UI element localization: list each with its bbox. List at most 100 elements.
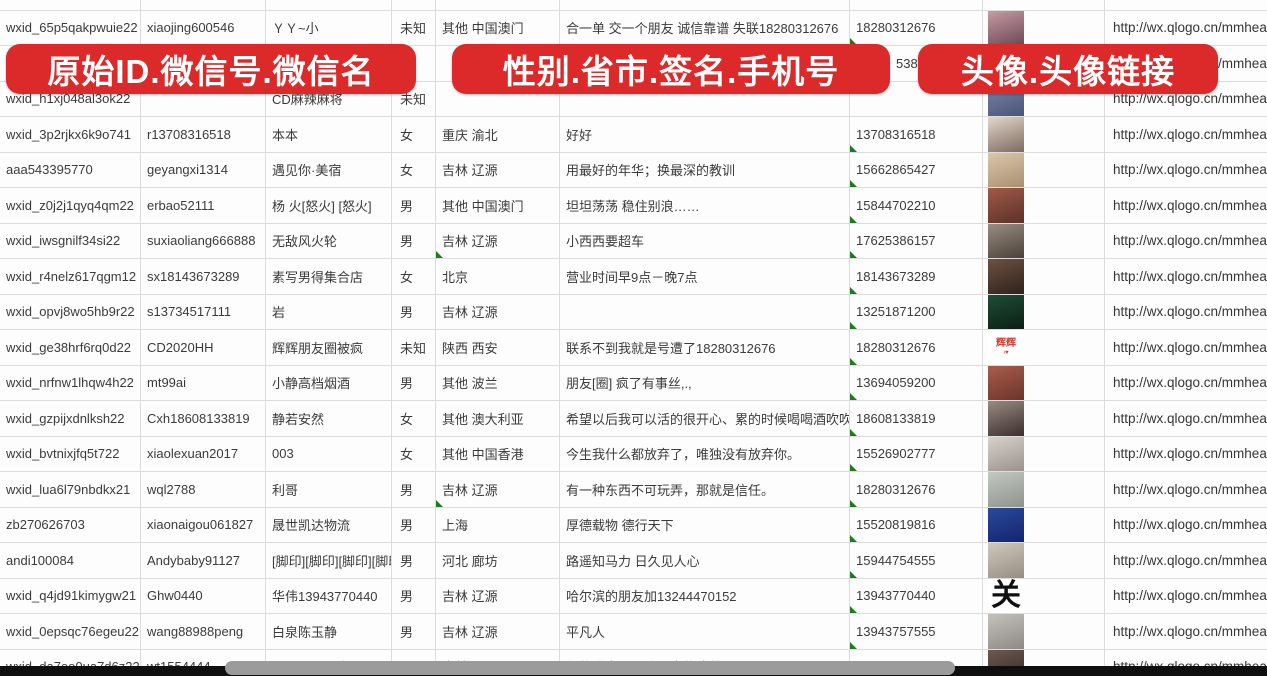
cell-signature[interactable] — [560, 294, 850, 329]
cell-avatar-url[interactable]: http://wx.qlogo.cn/mmhead — [1113, 623, 1267, 639]
cell-gender[interactable]: 男 — [392, 472, 436, 507]
cell-region[interactable]: 陕西 西安 — [436, 330, 560, 365]
cell-phone[interactable]: 13708316518 — [850, 117, 983, 152]
cell-wechat-name[interactable]: 杨 火[怒火] [怒火] — [266, 188, 392, 223]
cell-wechat-name[interactable]: 白泉陈玉静 — [266, 614, 392, 649]
cell-original-id[interactable]: aaa543395770 — [0, 152, 141, 187]
cell-signature[interactable]: 朋友[圈] 疯了有事丝,., — [560, 365, 850, 400]
cell-avatar-url[interactable]: http://wx.qlogo.cn/mmhead — [1113, 197, 1267, 213]
cell-gender[interactable]: 女 — [392, 259, 436, 294]
cell-signature[interactable] — [560, 81, 850, 116]
cell-wechat-number[interactable]: xiaojing600546 — [141, 10, 266, 45]
cell-wechat-number[interactable]: mt99ai — [141, 365, 266, 400]
cell-avatar[interactable] — [983, 472, 1105, 507]
cell-gender[interactable]: 未知 — [392, 10, 436, 45]
cell-phone[interactable]: 17625386157 — [850, 223, 983, 258]
cell-gender[interactable]: 男 — [392, 188, 436, 223]
cell-phone[interactable]: 18280312676 — [850, 10, 983, 45]
cell-avatar-url[interactable]: http://wx.qlogo.cn/mmhead — [1113, 375, 1267, 391]
cell-gender[interactable]: 男 — [392, 223, 436, 258]
cell-region[interactable]: 其他 中国香港 — [436, 436, 560, 471]
cell-signature[interactable]: 今生我什么都放弃了，唯独没有放弃你。 — [560, 436, 850, 471]
cell-original-id[interactable]: wxid_opvj8wo5hb9r22 — [0, 294, 141, 329]
cell-region[interactable]: 吉林 辽源 — [436, 578, 560, 613]
cell-avatar[interactable] — [983, 507, 1105, 542]
cell-avatar[interactable] — [983, 401, 1105, 436]
cell-avatar-url[interactable]: http://wx.qlogo.cn/mmhead — [1113, 304, 1267, 320]
cell-signature[interactable]: 路遥知马力 日久见人心 — [560, 543, 850, 578]
cell-signature[interactable]: 有一种东西不可玩弄，那就是信任。 — [560, 472, 850, 507]
cell-wechat-name[interactable]: [脚印][脚印][脚印][脚印 — [266, 543, 392, 578]
cell-avatar-url[interactable]: http://wx.qlogo.cn/mmhead — [1113, 162, 1267, 178]
cell-signature[interactable]: 坦坦荡荡 稳住别浪…… — [560, 188, 850, 223]
cell-original-id[interactable]: wxid_gzpijxdnlksh22 — [0, 401, 141, 436]
cell-original-id[interactable]: wxid_z0j2j1qyq4qm22 — [0, 188, 141, 223]
cell-wechat-name[interactable]: 本本 — [266, 117, 392, 152]
cell-avatar[interactable] — [983, 10, 1105, 45]
cell-region[interactable]: 其他 澳大利亚 — [436, 401, 560, 436]
cell-phone[interactable]: 18280312676 — [850, 330, 983, 365]
cell-original-id[interactable]: wxid_65p5qakpwuie22 — [0, 10, 141, 45]
cell-wechat-number[interactable]: CD2020HH — [141, 330, 266, 365]
cell-avatar-url[interactable]: http://wx.qlogo.cn/mmhead — [1113, 126, 1267, 142]
cell-avatar[interactable] — [983, 188, 1105, 223]
cell-signature[interactable]: 用最好的年华；换最深的教训 — [560, 152, 850, 187]
cell-region[interactable]: 其他 中国澳门 — [436, 10, 560, 45]
cell-wechat-number[interactable]: Andybaby91127 — [141, 543, 266, 578]
cell-original-id[interactable]: wxid_iwsgnilf34si22 — [0, 223, 141, 258]
cell-wechat-number[interactable]: xiaonaigou061827 — [141, 507, 266, 542]
cell-phone[interactable] — [850, 81, 983, 116]
cell-gender[interactable]: 男 — [392, 614, 436, 649]
cell-signature[interactable]: 厚德载物 德行天下 — [560, 507, 850, 542]
cell-wechat-number[interactable]: Ghw0440 — [141, 578, 266, 613]
cell-avatar-url[interactable]: http://wx.qlogo.cn/mmhead — [1113, 517, 1267, 533]
cell-signature[interactable]: 好好 — [560, 117, 850, 152]
cell-phone[interactable]: 15520819816 — [850, 507, 983, 542]
cell-avatar[interactable] — [983, 223, 1105, 258]
cell-gender[interactable]: 女 — [392, 401, 436, 436]
cell-phone[interactable]: 18143673289 — [850, 259, 983, 294]
cell-avatar-url[interactable]: http://wx.qlogo.cn/mmhead — [1113, 446, 1267, 462]
cell-wechat-number[interactable]: s13734517111 — [141, 294, 266, 329]
cell-original-id[interactable]: zb270626703 — [0, 507, 141, 542]
cell-wechat-name[interactable]: 素写男得集合店 — [266, 259, 392, 294]
cell-wechat-number[interactable]: Cxh18608133819 — [141, 401, 266, 436]
cell-gender[interactable]: 未知 — [392, 81, 436, 116]
cell-avatar-url[interactable]: http://wx.qlogo.cn/mmhead — [1113, 481, 1267, 497]
cell-region[interactable]: 上海 — [436, 507, 560, 542]
cell-original-id[interactable]: wxid_nrfnw1lhqw4h22 — [0, 365, 141, 400]
cell-wechat-name[interactable]: 无敌风火轮 — [266, 223, 392, 258]
cell-original-id[interactable]: wxid_ge38hrf6rq0d22 — [0, 330, 141, 365]
cell-avatar[interactable] — [983, 259, 1105, 294]
cell-signature[interactable]: 平凡人 — [560, 614, 850, 649]
cell-wechat-number[interactable]: r13708316518 — [141, 117, 266, 152]
cell-avatar[interactable]: 辉辉 ı♥ — [983, 330, 1105, 365]
cell-region[interactable]: 其他 波兰 — [436, 365, 560, 400]
cell-original-id[interactable]: andi100084 — [0, 543, 141, 578]
cell-wechat-number[interactable]: sx18143673289 — [141, 259, 266, 294]
cell-original-id[interactable]: wxid_h1xj048al3ok22 — [0, 81, 141, 116]
cell-signature[interactable]: 营业时间早9点－晚7点 — [560, 259, 850, 294]
cell-wechat-name[interactable]: 静若安然 — [266, 401, 392, 436]
cell-region[interactable]: 吉林 辽源 — [436, 223, 560, 258]
cell-wechat-number[interactable]: wql2788 — [141, 472, 266, 507]
cell-region[interactable]: 北京 — [436, 259, 560, 294]
cell-wechat-number[interactable]: erbao52111 — [141, 188, 266, 223]
cell-original-id[interactable]: wxid_3p2rjkx6k9o741 — [0, 117, 141, 152]
cell-original-id[interactable]: wxid_bvtnixjfq5t722 — [0, 436, 141, 471]
cell-gender[interactable]: 男 — [392, 578, 436, 613]
cell-avatar-url[interactable]: http://wx.qlogo.cn/mmhead — [1113, 268, 1267, 284]
cell-original-id[interactable]: wxid_q4jd91kimygw21 — [0, 578, 141, 613]
cell-wechat-name[interactable]: 遇见你·美宿 — [266, 152, 392, 187]
cell-avatar-url[interactable]: http://wx.qlogo.cn/mmhead — [1113, 410, 1267, 426]
cell-avatar[interactable] — [983, 365, 1105, 400]
cell-gender[interactable]: 女 — [392, 117, 436, 152]
cell-avatar[interactable] — [983, 294, 1105, 329]
cell-phone[interactable]: 13251871200 — [850, 294, 983, 329]
cell-wechat-name[interactable]: 小静高档烟酒 — [266, 365, 392, 400]
cell-gender[interactable] — [392, 46, 436, 81]
cell-wechat-number[interactable]: suxiaoliang666888 — [141, 223, 266, 258]
cell-wechat-number[interactable] — [141, 81, 266, 116]
cell-wechat-name[interactable]: 003 — [266, 436, 392, 471]
horizontal-scrollbar-thumb[interactable] — [225, 661, 955, 675]
